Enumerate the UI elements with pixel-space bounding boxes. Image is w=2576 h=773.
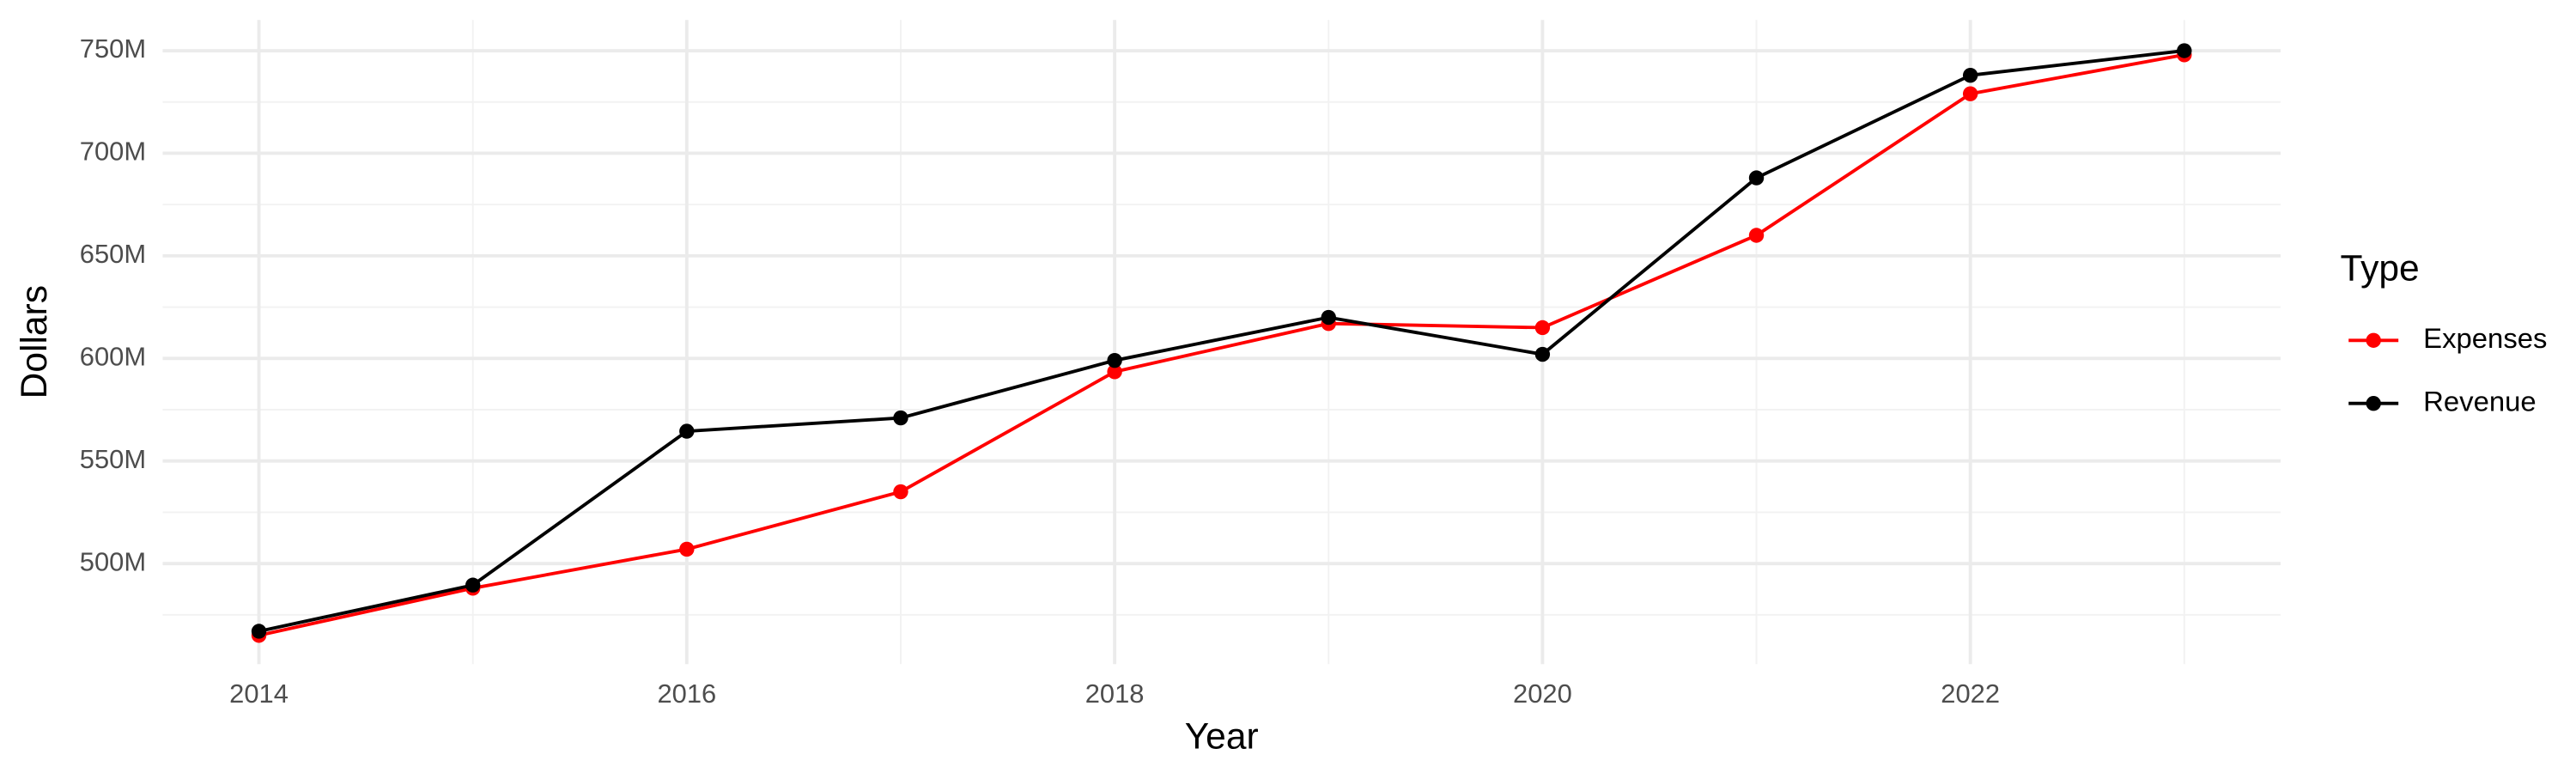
x-tick-label: 2016 xyxy=(657,679,716,709)
series-line xyxy=(258,52,2185,637)
legend-title: Type xyxy=(2341,248,2420,289)
x-tick-label: 2022 xyxy=(1941,679,2000,709)
data-point xyxy=(1534,346,1551,362)
legend-label: Revenue xyxy=(2423,385,2537,417)
y-tick-label: 700M xyxy=(80,137,146,167)
data-point xyxy=(251,624,267,639)
data-point xyxy=(1321,309,1336,326)
x-axis-title: Year xyxy=(1185,716,1259,757)
data-point xyxy=(2177,43,2192,58)
grid xyxy=(162,20,2281,665)
data-point xyxy=(1962,86,1978,101)
x-tick-label: 2018 xyxy=(1085,679,1145,709)
data-point xyxy=(1748,170,1765,186)
data-point xyxy=(465,577,481,593)
x-tick-label: 2020 xyxy=(1513,679,1572,709)
data-point xyxy=(679,423,695,439)
y-tick-label: 500M xyxy=(80,546,146,576)
legend-label: Expenses xyxy=(2423,322,2547,354)
data-point xyxy=(893,484,908,500)
y-tick-label: 650M xyxy=(80,239,146,269)
data-point xyxy=(893,410,908,426)
y-axis-title: Dollars xyxy=(15,285,55,399)
series-line xyxy=(258,49,2185,633)
y-tick-label: 750M xyxy=(80,33,146,64)
y-tick-label: 600M xyxy=(80,341,146,371)
data-point xyxy=(679,541,695,557)
data-point xyxy=(1962,67,1978,83)
y-tick-label: 550M xyxy=(80,444,146,474)
data-point xyxy=(1107,364,1122,380)
legend-swatch-point xyxy=(2366,396,2381,411)
x-tick-label: 2014 xyxy=(229,679,289,709)
data-point xyxy=(1107,352,1122,368)
data-point xyxy=(1534,320,1551,336)
data-point xyxy=(1748,228,1765,243)
legend-swatch-point xyxy=(2366,332,2381,348)
